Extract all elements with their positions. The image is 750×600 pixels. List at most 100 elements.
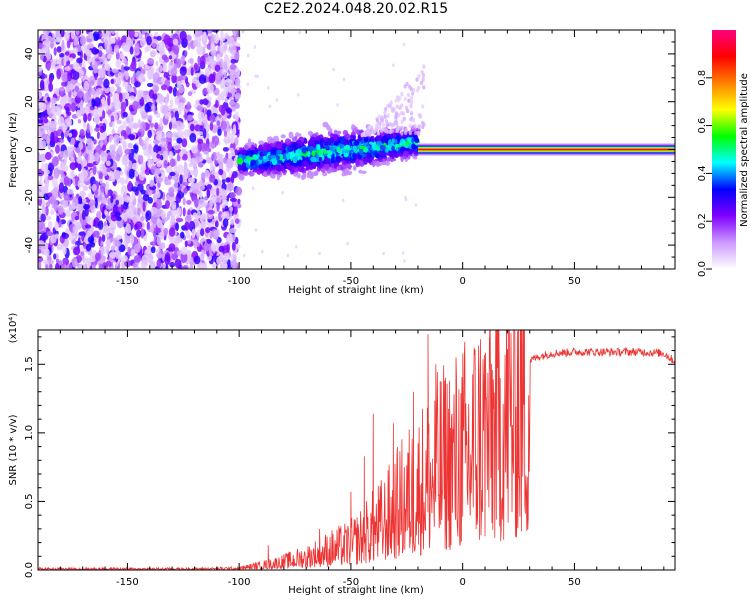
spectrogram-cell: [162, 54, 168, 60]
spectrogram-cell: [195, 73, 200, 77]
spectrogram-cell: [410, 96, 413, 100]
spectrogram-cell: [49, 264, 53, 270]
spectrogram-cell: [215, 100, 219, 108]
spectrogram-cell: [133, 73, 137, 79]
spectrogram-cell: [171, 216, 176, 226]
spectrogram-cell: [153, 140, 160, 145]
spectrogram-cell: [362, 154, 366, 158]
spectrogram-cell: [201, 249, 205, 258]
spectrogram-cell: [167, 112, 172, 118]
spectrogram-cell: [83, 113, 87, 122]
spectrogram-cell: [157, 219, 163, 229]
spectrogram-cell: [154, 32, 159, 37]
spectrogram-cell: [151, 246, 156, 253]
spectrogram-cell: [54, 47, 57, 56]
spectrogram-cell: [115, 211, 121, 217]
spectrogram-cell: [220, 39, 224, 49]
spectrogram-cell: [330, 146, 334, 151]
spectrogram-cell: [258, 140, 264, 144]
spectrogram-cell: [51, 136, 55, 145]
spectrogram-cell: [48, 83, 53, 92]
spectrogram-cell: [87, 258, 91, 267]
spectrogram-cell: [96, 88, 103, 95]
snr-x-axis-label: Height of straight line (km): [288, 585, 424, 596]
spectrogram-cell: [106, 160, 111, 166]
spectrogram-cell: [36, 105, 41, 110]
spectrogram-cell: [134, 224, 138, 231]
spectrogram-cell: [62, 97, 67, 106]
spectrogram-cell: [358, 170, 362, 174]
spectrogram-cell: [336, 157, 341, 163]
spectrogram-cell: [207, 84, 214, 94]
spectrogram-cell: [94, 73, 97, 80]
spectrogram-cell: [392, 64, 395, 68]
spectrogram-cell: [209, 74, 216, 84]
spectrogram-cell: [59, 87, 65, 91]
spectrogram-cell: [199, 192, 203, 198]
spectrogram-cell: [298, 31, 301, 35]
spectrogram-cell: [107, 42, 110, 51]
spectrogram-cell: [90, 125, 93, 135]
spectrogram-cell: [277, 160, 282, 163]
spectrogram-cell: [138, 155, 144, 165]
spectrogram-cell: [388, 139, 392, 146]
spectrogram-cell: [209, 200, 214, 207]
spectrogram-cell: [169, 151, 174, 159]
spectrogram-cell: [103, 79, 109, 89]
spectrogram-cell: [191, 67, 194, 76]
spectrogram-cell: [385, 119, 388, 123]
spectrogram-cell: [200, 228, 204, 236]
spectrogram-cell: [384, 107, 387, 111]
spectrogram-cell: [194, 27, 201, 37]
spectrogram-cell: [180, 56, 185, 65]
x-tick-label: 0: [459, 577, 465, 588]
spectrogram-cell: [165, 181, 172, 185]
spectrogram-cell: [263, 171, 267, 177]
spectrogram-cell: [421, 121, 424, 125]
spectrogram-cell: [179, 151, 183, 157]
spectrogram-cell: [297, 173, 301, 179]
spectrogram-cell: [59, 182, 64, 193]
spectrogram-cell: [319, 157, 322, 161]
spectrogram-cell: [112, 69, 119, 73]
spectrogram-cell: [145, 103, 150, 112]
spectrogram-cell: [66, 107, 70, 115]
spectrogram-cell: [133, 216, 138, 223]
colorbar: 0.00.20.40.60.8 Normalized spectral ampl…: [697, 30, 750, 277]
spectrogram-cell: [380, 118, 383, 122]
spectrogram-cell: [282, 144, 286, 150]
spectrogram-cell: [254, 45, 257, 49]
spectrogram-cell: [71, 169, 74, 177]
y-tick-label: 1.5: [24, 356, 35, 372]
spectrogram-cell: [91, 88, 96, 95]
spectrogram-cell: [61, 82, 68, 87]
spectrogram-cell: [132, 101, 138, 110]
spectrogram-cell: [161, 138, 167, 142]
spectrogram-cell: [163, 34, 170, 45]
spectrogram-cell: [86, 38, 92, 42]
spectrogram-cell: [145, 137, 149, 141]
spectrogram-cell: [421, 125, 424, 129]
spectrogram-cell: [183, 149, 187, 153]
spectrogram-cell: [147, 130, 152, 138]
spectrogram-cell: [414, 131, 417, 135]
spectrogram-cell: [117, 78, 121, 86]
spectrogram-cell: [152, 94, 157, 100]
spectrogram-cell: [164, 255, 170, 265]
spectrogram-cell: [106, 204, 113, 210]
spectrogram-cell: [64, 155, 67, 165]
spectrogram-cell: [234, 72, 239, 78]
spectrogram-cell: [138, 95, 142, 100]
spectrogram-cell: [177, 130, 184, 137]
spectrogram-cell: [184, 50, 187, 57]
spectrogram-cell: [46, 54, 51, 60]
spectrogram-cell: [145, 46, 149, 52]
spectrogram-cell: [202, 116, 208, 124]
spectrogram-cell: [217, 129, 222, 136]
spectrogram-cell: [99, 68, 106, 78]
spectrogram-cell: [156, 61, 159, 67]
spectrogram-cell: [203, 128, 207, 138]
spectrogram-cell: [402, 251, 405, 255]
spectrogram-cell: [254, 74, 257, 78]
spectrogram-cell: [98, 50, 102, 57]
